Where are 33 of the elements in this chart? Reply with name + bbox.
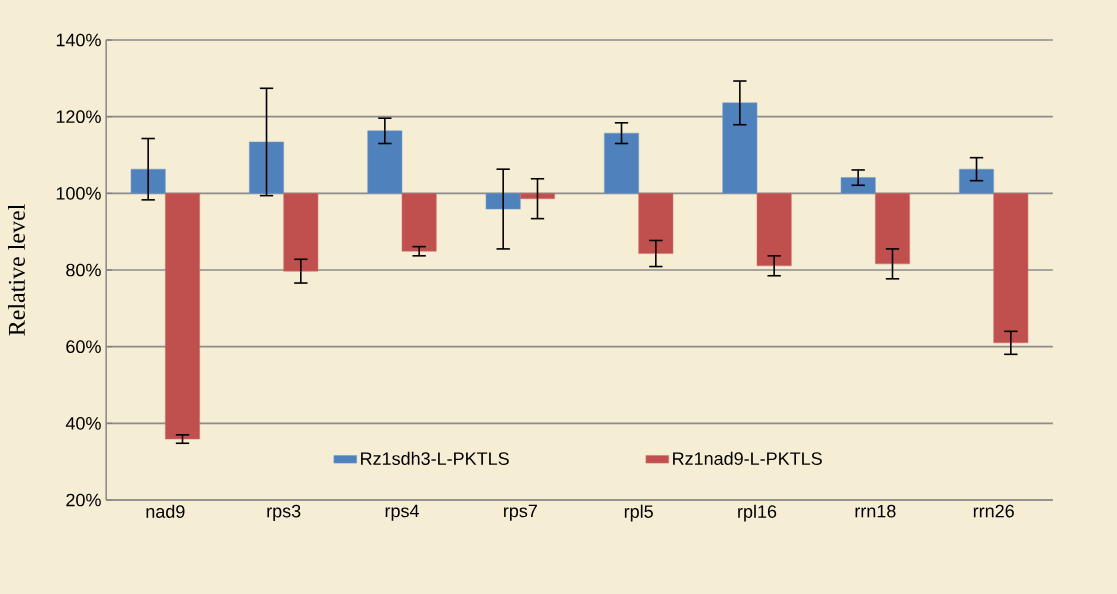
legend-label: Rz1nad9-L-PKTLS (673, 451, 822, 465)
x-tick-label: rpl5 (624, 504, 653, 522)
legend-label: Rz1sdh3-L-PKTLS (361, 451, 509, 465)
y-tick-label: 40% (65, 416, 101, 430)
bar (840, 177, 876, 194)
x-tick-label: rps3 (267, 504, 301, 522)
bar (875, 193, 910, 265)
bar (993, 193, 1029, 344)
y-tick-label: 100% (56, 186, 101, 200)
x-tick-label: rrn26 (973, 504, 1014, 518)
y-tick-label: 20% (66, 493, 101, 507)
bar (485, 193, 521, 210)
y-tick-label: 140% (56, 33, 101, 47)
bar (722, 102, 758, 194)
bar (367, 130, 403, 194)
y-axis-title: Relative level (8, 204, 25, 336)
bar (604, 132, 639, 194)
x-tick-label: rps4 (385, 504, 419, 521)
bar (283, 193, 319, 272)
x-tick-label: nad9 (146, 504, 185, 518)
y-tick-label: 60% (66, 340, 101, 354)
x-tick-label: rrn18 (855, 504, 896, 518)
bar (401, 193, 437, 252)
bar (959, 168, 994, 194)
bar (130, 168, 166, 194)
y-tick-label: 80% (66, 263, 101, 277)
x-tick-label: rps7 (504, 504, 537, 521)
x-tick-label: rpl16 (738, 504, 777, 522)
bar (756, 193, 792, 267)
bar (520, 193, 555, 199)
bar (638, 193, 674, 254)
y-tick-label: 120% (56, 110, 101, 124)
bar (165, 193, 200, 440)
